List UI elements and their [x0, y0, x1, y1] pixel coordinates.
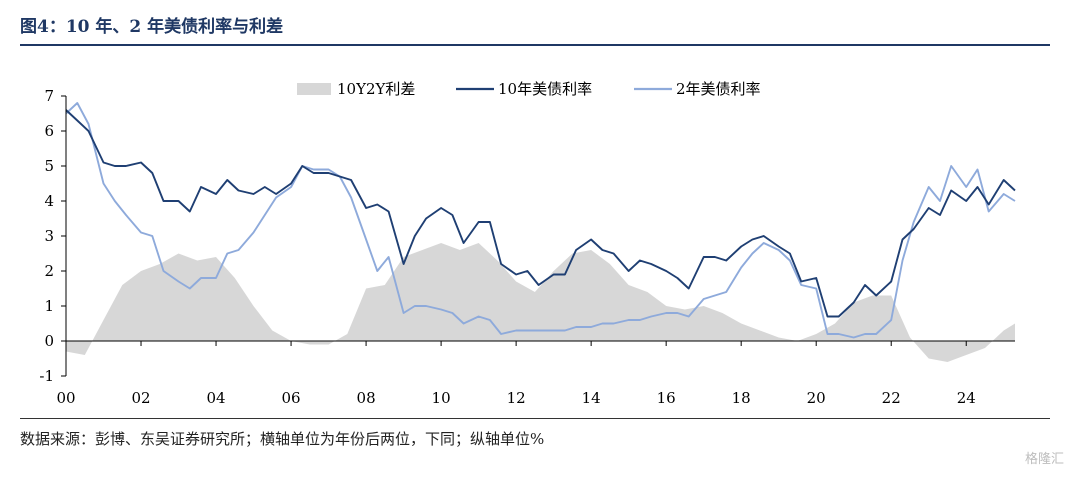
y-tick-label: 5: [44, 157, 54, 175]
x-tick-label: 12: [507, 389, 526, 407]
x-tick-label: 16: [657, 389, 676, 407]
y-tick-label: 0: [44, 332, 54, 350]
series-line-2y: [65, 102, 1016, 339]
x-tick-label: 14: [582, 389, 601, 407]
x-tick-label: 24: [957, 389, 976, 407]
x-tick-label: 04: [206, 389, 225, 407]
x-tick-label: 22: [882, 389, 901, 407]
legend-label-spread: 10Y2Y利差: [337, 80, 415, 98]
legend-swatch-spread: [297, 83, 331, 95]
x-tick-label: 10: [432, 389, 451, 407]
y-tick-label: 7: [44, 87, 54, 105]
legend: 10Y2Y利差 10年美债利率 2年美债利率: [297, 80, 761, 98]
source-rule: [20, 418, 1050, 419]
x-tick-label: 06: [282, 389, 301, 407]
series-line-10y: [65, 109, 1016, 318]
x-tick-label: 00: [56, 389, 75, 407]
legend-label-10y: 10年美债利率: [498, 80, 592, 98]
figure-title: 图4：10 年、2 年美债利率与利差: [20, 17, 284, 37]
spread-layer: [66, 243, 1015, 362]
x-tick-label: 18: [732, 389, 751, 407]
y-tick-label: 1: [44, 297, 54, 315]
title-rule: [20, 44, 1050, 46]
legend-label-2y: 2年美债利率: [676, 80, 761, 98]
series-area-spread: [66, 243, 1015, 362]
y-tick-label: 4: [44, 192, 54, 210]
source-note: 数据来源：彭博、东吴证券研究所；横轴单位为年份后两位，下同；纵轴单位%: [20, 430, 545, 448]
y-tick-label: 3: [44, 227, 54, 245]
watermark: 格隆汇: [1024, 452, 1064, 467]
y-tick-label: 2: [44, 262, 54, 280]
x-tick-label: 02: [131, 389, 150, 407]
y-tick-label: -1: [39, 367, 54, 385]
x-tick-label: 08: [357, 389, 376, 407]
x-tick-label: 20: [807, 389, 826, 407]
y-tick-label: 6: [44, 122, 54, 140]
lines-layer: [65, 102, 1016, 339]
